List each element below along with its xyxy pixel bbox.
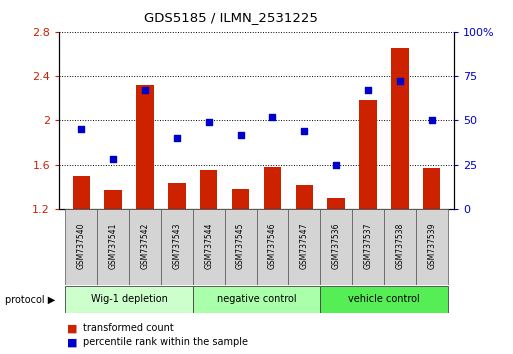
FancyBboxPatch shape (320, 286, 448, 313)
FancyBboxPatch shape (256, 209, 288, 285)
Text: GSM737538: GSM737538 (396, 222, 404, 269)
Text: GSM737540: GSM737540 (77, 222, 86, 269)
Text: GSM737541: GSM737541 (109, 222, 117, 269)
FancyBboxPatch shape (65, 286, 193, 313)
Bar (168, 183, 186, 209)
FancyBboxPatch shape (288, 209, 320, 285)
Bar (232, 189, 249, 209)
Text: ■: ■ (67, 337, 77, 347)
Bar (359, 101, 377, 209)
Text: negative control: negative control (216, 295, 297, 304)
Point (77, 126, 85, 132)
Text: GSM737539: GSM737539 (427, 222, 436, 269)
FancyBboxPatch shape (193, 286, 320, 313)
FancyBboxPatch shape (129, 209, 161, 285)
Point (268, 114, 277, 120)
Point (428, 118, 436, 123)
Bar (264, 167, 281, 209)
Text: Wig-1 depletion: Wig-1 depletion (91, 295, 168, 304)
Text: GSM737546: GSM737546 (268, 222, 277, 269)
Text: GDS5185 / ILMN_2531225: GDS5185 / ILMN_2531225 (144, 11, 318, 24)
Text: ■: ■ (67, 323, 77, 333)
Point (364, 87, 372, 93)
Text: GSM737543: GSM737543 (172, 222, 182, 269)
Text: GSM737536: GSM737536 (331, 222, 341, 269)
Text: percentile rank within the sample: percentile rank within the sample (83, 337, 248, 347)
Bar (295, 184, 313, 209)
Text: GSM737545: GSM737545 (236, 222, 245, 269)
Bar (423, 168, 441, 209)
Point (396, 79, 404, 84)
Text: GSM737544: GSM737544 (204, 222, 213, 269)
FancyBboxPatch shape (97, 209, 129, 285)
Bar (200, 170, 218, 209)
Point (332, 162, 340, 167)
Bar (327, 198, 345, 209)
Bar (136, 85, 154, 209)
Point (205, 119, 213, 125)
Bar (72, 176, 90, 209)
Text: protocol ▶: protocol ▶ (5, 295, 55, 305)
FancyBboxPatch shape (320, 209, 352, 285)
FancyBboxPatch shape (65, 209, 97, 285)
Bar (104, 190, 122, 209)
FancyBboxPatch shape (225, 209, 256, 285)
FancyBboxPatch shape (352, 209, 384, 285)
Text: GSM737537: GSM737537 (364, 222, 372, 269)
Point (236, 132, 245, 137)
Point (300, 128, 308, 134)
FancyBboxPatch shape (416, 209, 448, 285)
FancyBboxPatch shape (193, 209, 225, 285)
Text: transformed count: transformed count (83, 323, 174, 333)
Text: vehicle control: vehicle control (348, 295, 420, 304)
Bar (391, 48, 409, 209)
Text: GSM737547: GSM737547 (300, 222, 309, 269)
FancyBboxPatch shape (161, 209, 193, 285)
FancyBboxPatch shape (384, 209, 416, 285)
Text: GSM737542: GSM737542 (141, 222, 149, 269)
Point (141, 87, 149, 93)
Point (109, 156, 117, 162)
Point (173, 135, 181, 141)
